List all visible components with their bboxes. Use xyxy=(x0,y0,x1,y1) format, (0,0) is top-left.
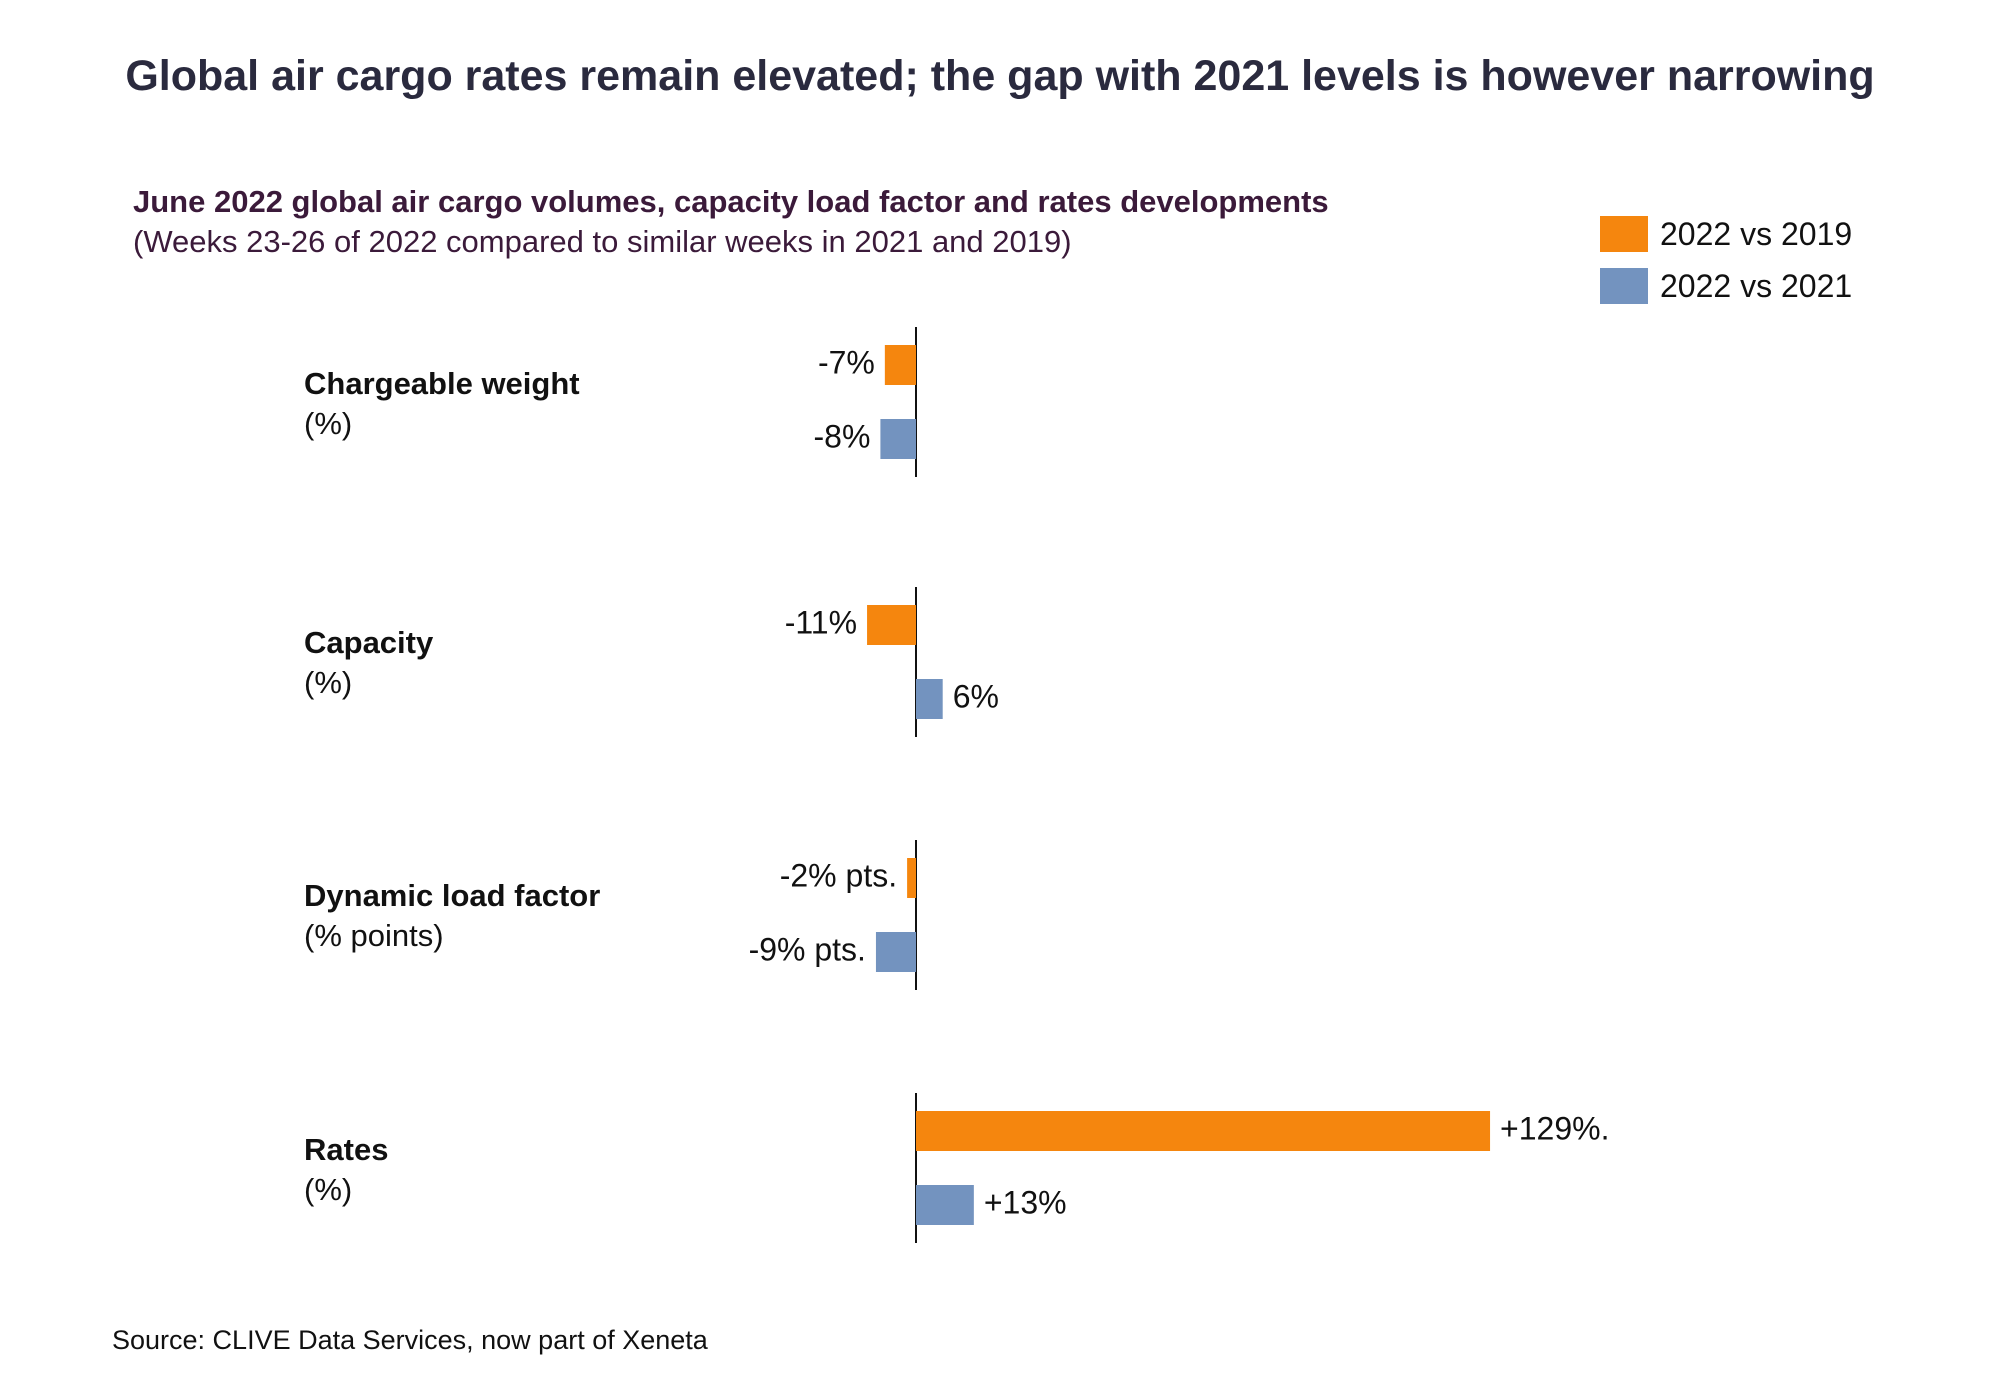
data-label-chargeable-weight-2022-vs-2021: -8% xyxy=(813,418,870,454)
category-label-capacity: Capacity (%) xyxy=(304,623,433,703)
data-label-rates-2022-vs-2021: +13% xyxy=(984,1184,1067,1220)
data-label-dynamic-load-factor-2022-vs-2019: -2% pts. xyxy=(780,857,897,893)
category-name: Dynamic load factor xyxy=(304,878,601,913)
bar-rates-2022-vs-2019 xyxy=(916,1111,1491,1151)
page-title: Global air cargo rates remain elevated; … xyxy=(125,52,1875,100)
category-name: Capacity xyxy=(304,625,434,660)
bar-chargeable-weight-2022-vs-2021 xyxy=(880,419,916,459)
category-unit: (%) xyxy=(304,665,353,700)
category-label-chargeable-weight: Chargeable weight (%) xyxy=(304,364,580,444)
legend-item-2019: 2022 vs 2019 xyxy=(1600,208,1852,260)
chart-title: June 2022 global air cargo volumes, capa… xyxy=(133,184,1329,219)
bar-capacity-2022-vs-2021 xyxy=(916,679,943,719)
bar-chargeable-weight-2022-vs-2019 xyxy=(884,345,916,385)
legend-label-2019: 2022 vs 2019 xyxy=(1660,215,1853,252)
legend-swatch-2019 xyxy=(1600,216,1648,252)
category-unit: (% points) xyxy=(304,918,444,953)
bar-capacity-2022-vs-2019 xyxy=(867,605,916,645)
category-label-dynamic-load-factor: Dynamic load factor (% points) xyxy=(304,876,600,956)
data-label-rates-2022-vs-2019: +129%. xyxy=(1500,1110,1609,1146)
legend-label-2021: 2022 vs 2021 xyxy=(1660,267,1853,304)
data-label-dynamic-load-factor-2022-vs-2021: -9% pts. xyxy=(749,931,866,967)
category-unit: (%) xyxy=(304,406,353,441)
legend: 2022 vs 2019 2022 vs 2021 xyxy=(1600,208,1852,312)
data-label-capacity-2022-vs-2019: -11% xyxy=(785,604,857,640)
bar-dynamic-load-factor-2022-vs-2019 xyxy=(907,858,916,898)
bar-rates-2022-vs-2021 xyxy=(916,1185,974,1225)
data-label-capacity-2022-vs-2021: 6% xyxy=(953,678,999,714)
bar-dynamic-load-factor-2022-vs-2021 xyxy=(875,932,916,972)
category-label-rates: Rates (%) xyxy=(304,1130,388,1210)
data-label-chargeable-weight-2022-vs-2019: -7% xyxy=(818,344,875,380)
legend-item-2021: 2022 vs 2021 xyxy=(1600,260,1852,312)
category-name: Chargeable weight xyxy=(304,366,580,401)
legend-swatch-2021 xyxy=(1600,268,1648,304)
category-name: Rates xyxy=(304,1132,389,1167)
category-unit: (%) xyxy=(304,1172,353,1207)
source-note: Source: CLIVE Data Services, now part of… xyxy=(112,1325,708,1355)
chart-subtitle: (Weeks 23-26 of 2022 compared to similar… xyxy=(133,224,1072,259)
